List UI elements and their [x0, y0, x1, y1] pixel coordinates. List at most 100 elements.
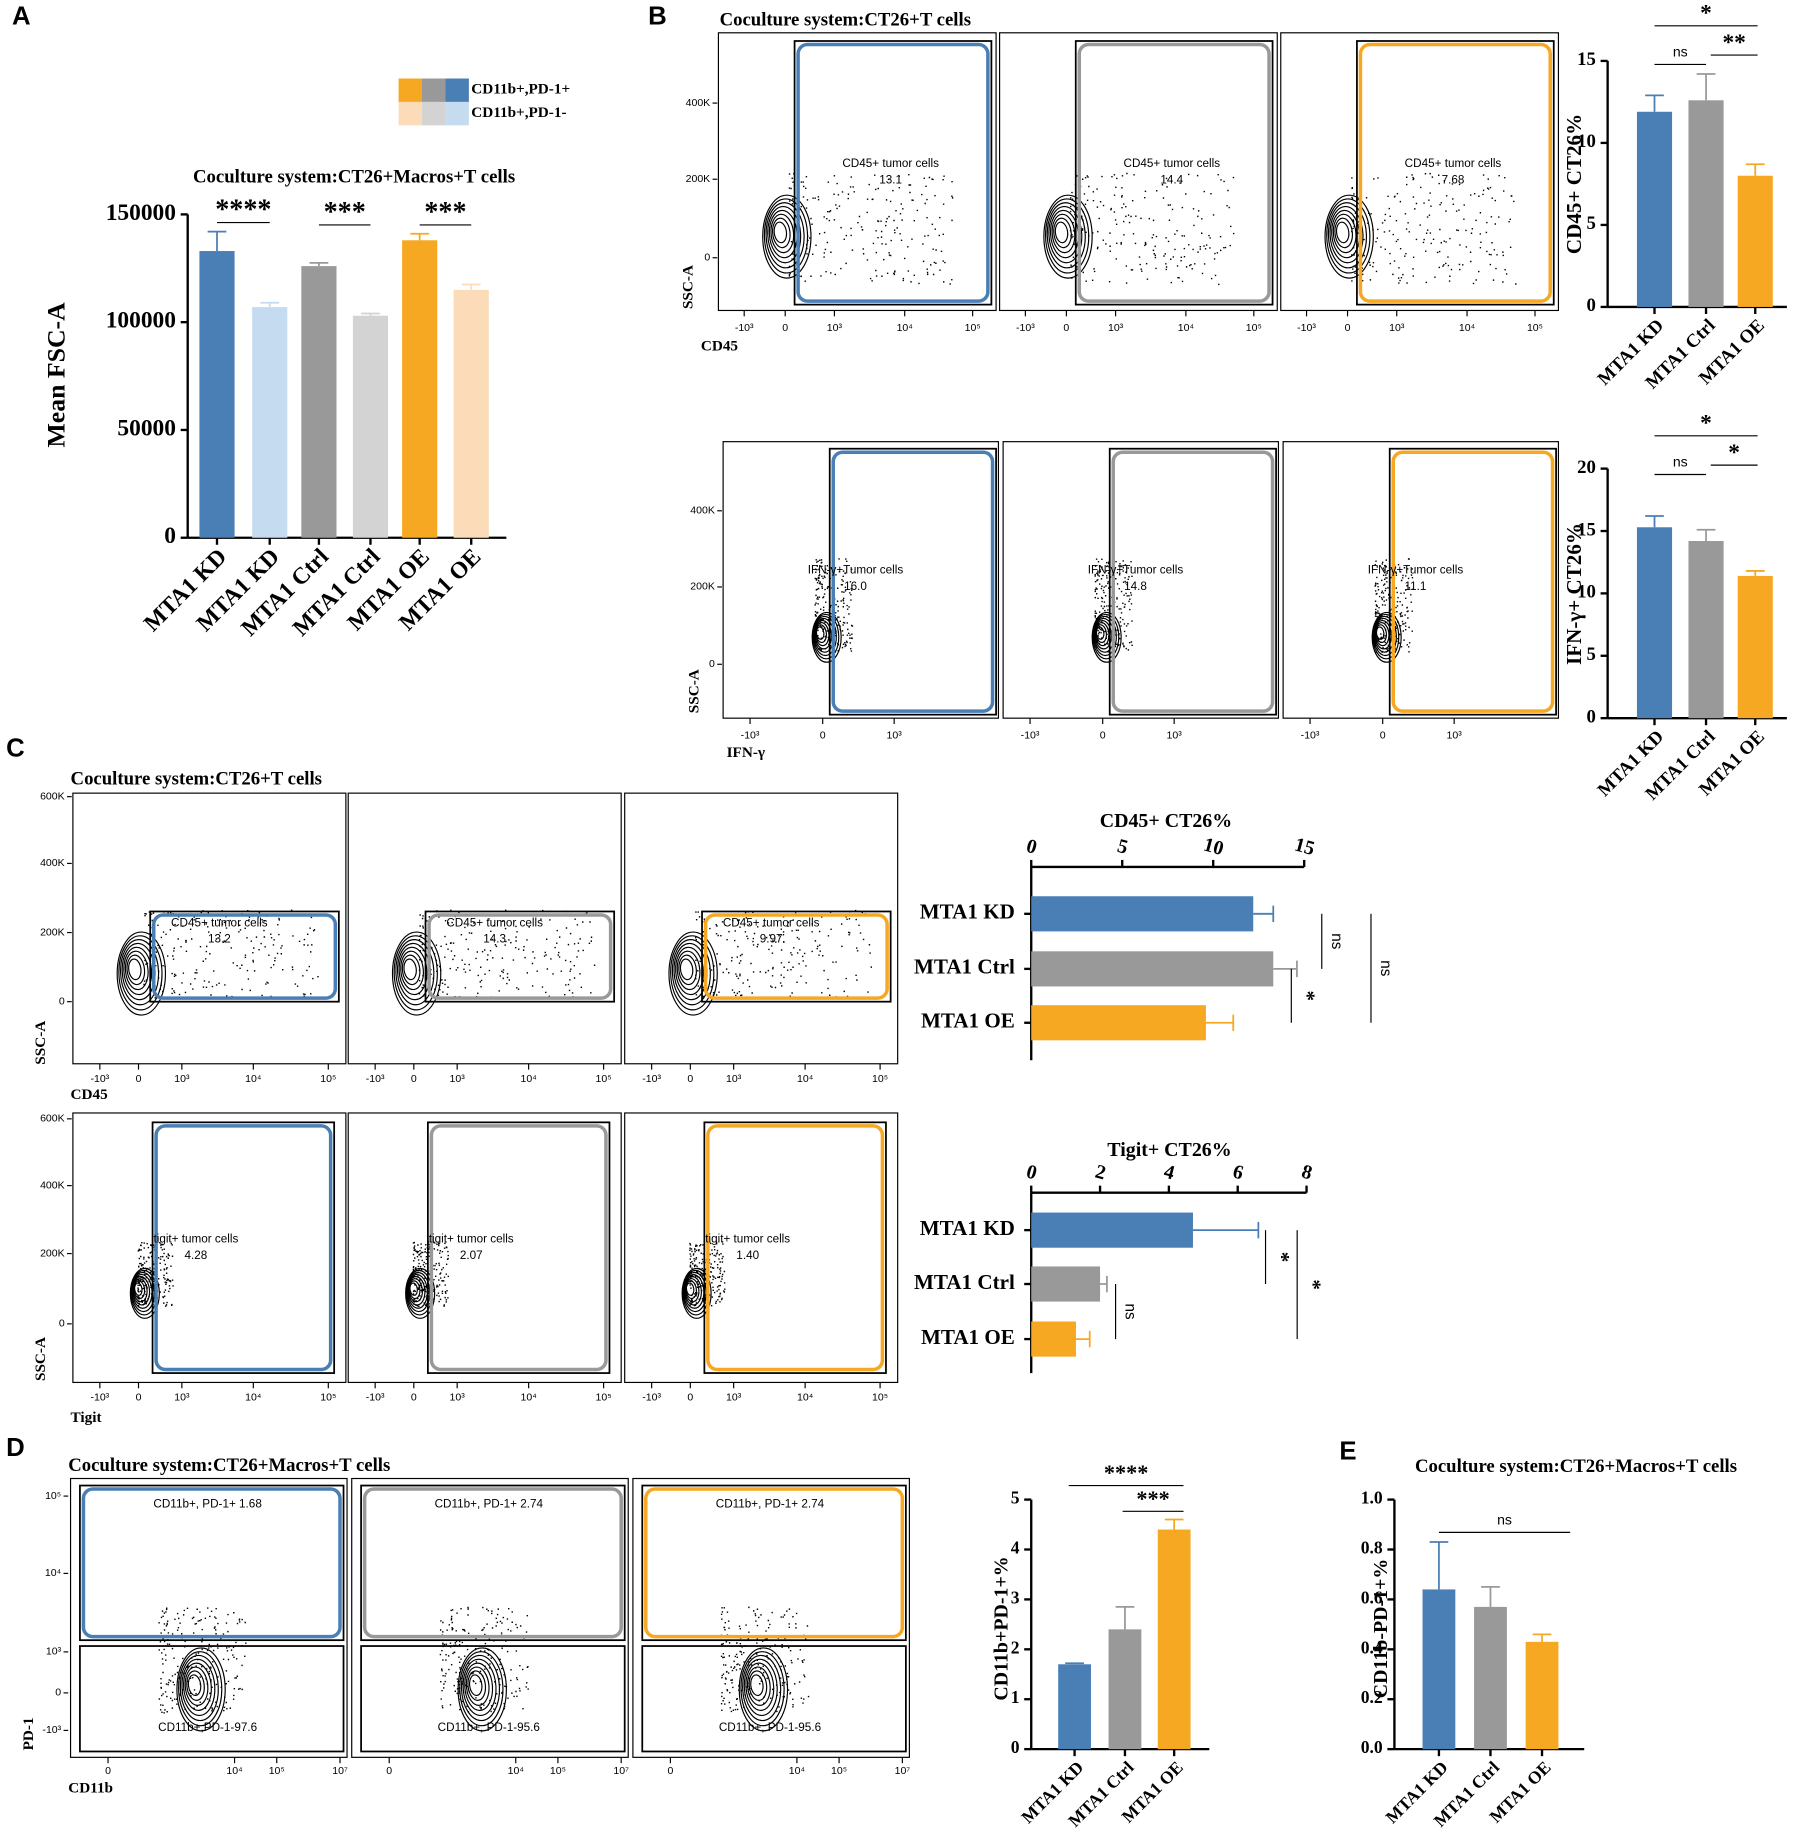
gate — [151, 913, 338, 1000]
density-contour — [465, 1666, 490, 1706]
density-contour — [1329, 205, 1364, 264]
x-tick-label: 10⁴ — [226, 1765, 242, 1777]
gate-outline — [703, 1121, 887, 1374]
gate-outline — [79, 1484, 345, 1642]
y-tick-label: 50000 — [117, 415, 176, 441]
density-contour — [763, 198, 809, 274]
bar-chart: 0.0 0.2 0.4 0.6 0.8 1.0 Coculture system:CT26+… — [1361, 1456, 1737, 1830]
bar — [402, 240, 438, 538]
density-contour — [132, 1276, 151, 1306]
flow-panel: SSC-A Tigit 600K 400K 200K 0 -10³ 0 10³ 10⁴ 10⁵ tig… — [32, 1112, 899, 1426]
x-tick-label: 10⁵ — [320, 1391, 336, 1403]
significance-label: ** — [1722, 30, 1745, 56]
error-bar — [1075, 1330, 1091, 1348]
gate-value: 14.3 — [483, 933, 506, 946]
density-contour — [119, 939, 160, 1006]
density-contour — [467, 1670, 487, 1701]
error-bar — [1532, 1633, 1552, 1642]
x-tick-label: -10³ — [1297, 322, 1316, 334]
y-tick-label: 0.6 — [1361, 1587, 1383, 1607]
bar — [1031, 1005, 1206, 1041]
density-contour — [409, 1282, 418, 1296]
density-contour — [685, 1282, 695, 1296]
gate-outline — [1388, 447, 1557, 716]
gate-label: CD45+ tumor cells — [842, 157, 939, 170]
plot-frame — [722, 441, 1000, 719]
density-contour — [1371, 611, 1402, 663]
panel-label: E — [1339, 1438, 1356, 1466]
gate-value: 14.8 — [1124, 580, 1147, 593]
gate — [427, 913, 613, 1000]
event-dots — [1069, 172, 1235, 286]
x-tick-label: 0 — [687, 1391, 693, 1403]
significance-label: ns — [1328, 933, 1345, 949]
x-tick-label: 10³ — [726, 1073, 742, 1085]
density-contour — [748, 1670, 768, 1701]
y-tick-label: 5 — [1011, 1488, 1020, 1508]
y-tick-label: 400K — [40, 857, 65, 869]
density-contour — [1053, 217, 1072, 249]
error-bar — [1273, 960, 1298, 978]
x-tick-label: -10³ — [90, 1073, 109, 1085]
bar — [1737, 575, 1773, 719]
y-tick-label: 0 — [1587, 706, 1596, 727]
gate-outline — [828, 447, 997, 716]
density-contour — [1375, 626, 1385, 640]
density-contour — [1372, 613, 1400, 660]
error-bar — [1696, 73, 1716, 101]
x-tick-label: 8 — [1299, 1161, 1314, 1185]
density-contour — [187, 1674, 202, 1697]
x-tick-label: 10⁴ — [245, 1073, 261, 1085]
x-tick-label: 4 — [1162, 1161, 1177, 1185]
gate — [831, 450, 995, 713]
x-tick-label: 10⁷ — [613, 1765, 629, 1777]
gate-label: CD45+ tumor cells — [171, 916, 268, 929]
panel-title: Coculture system:CT26+T cells — [71, 769, 322, 790]
x-tick-label: 10³ — [450, 1391, 466, 1403]
density-contour — [812, 615, 837, 657]
y-tick-label: 20 — [1577, 457, 1596, 478]
x-tick-label: 10⁵ — [965, 322, 981, 334]
plot-frame — [347, 1112, 622, 1384]
x-axis-label: CD45 — [71, 1086, 109, 1103]
gate-outline — [79, 1645, 345, 1753]
density-contour — [684, 1276, 702, 1306]
density-contour — [742, 1654, 782, 1722]
x-tick-label: 10⁴ — [797, 1391, 813, 1403]
significance-label: * — [1700, 1, 1712, 27]
x-tick-label: 10⁷ — [895, 1765, 911, 1777]
x-tick-label: 10⁴ — [797, 1073, 813, 1085]
x-tick-label: 0 — [667, 1765, 673, 1777]
gate — [1391, 450, 1555, 713]
density-contour — [124, 950, 149, 991]
density-contour — [408, 1280, 421, 1300]
gate — [362, 1487, 623, 1639]
density-contour — [1043, 194, 1093, 279]
chart-title: Tigit+ CT26% — [1107, 1139, 1231, 1161]
density-contour — [1374, 619, 1393, 650]
density-contour — [1091, 611, 1122, 663]
density-contour — [132, 1278, 148, 1303]
y-tick-label: 5 — [1587, 213, 1596, 234]
density-contour — [676, 950, 701, 991]
x-tick-label: 10⁵ — [550, 1765, 566, 1777]
error-bar — [1645, 94, 1664, 112]
plot-frame — [624, 1112, 899, 1384]
significance-label: * — [1301, 1279, 1325, 1290]
density-contour — [1092, 615, 1117, 657]
x-tick-label: -10³ — [642, 1073, 661, 1085]
x-tick-label: 10³ — [1389, 322, 1405, 334]
gate-outline — [793, 40, 993, 306]
density-contour — [179, 1654, 219, 1722]
x-axis-label: IFN-γ — [727, 744, 765, 761]
x-tick-label: 0 — [1100, 730, 1106, 742]
legend-label: CD11b+,PD-1+ — [471, 81, 570, 98]
error-bar — [1100, 1275, 1108, 1293]
y-tick-label: MTA1 OE — [921, 1009, 1015, 1033]
y-tick-label: MTA1 Ctrl — [914, 1270, 1015, 1294]
x-tick-label: 10⁵ — [1246, 322, 1262, 334]
density-contour — [184, 1666, 209, 1706]
gate — [706, 1124, 885, 1372]
x-tick-label: 10³ — [726, 1391, 742, 1403]
